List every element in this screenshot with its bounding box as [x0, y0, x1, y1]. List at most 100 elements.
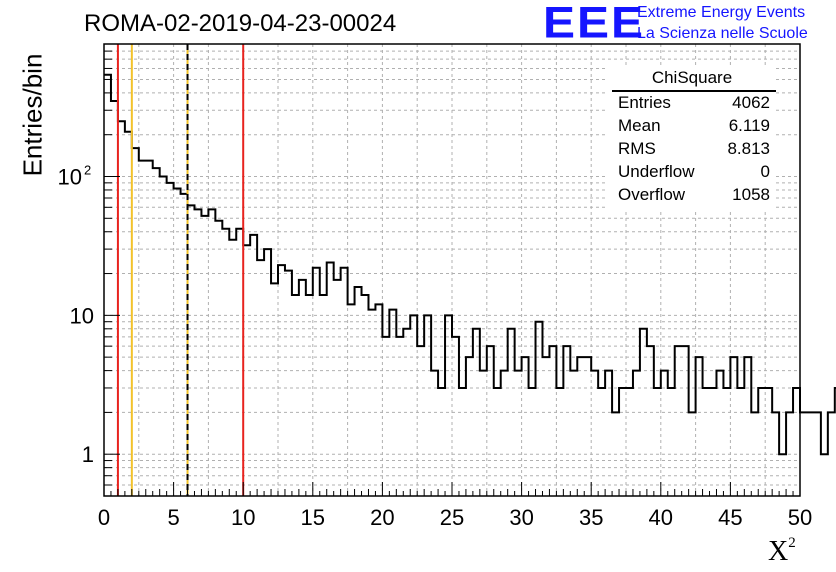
- histogram-bin: [591, 371, 598, 496]
- histogram-bin: [710, 388, 717, 496]
- histogram-bin: [403, 329, 410, 496]
- histogram-bin: [786, 412, 793, 496]
- grid-lines: [104, 44, 800, 496]
- histogram-bin: [640, 329, 647, 496]
- histogram-bin: [306, 295, 313, 496]
- y-tick-label: 10: [70, 303, 94, 328]
- stats-row-entries: Entries 4062: [618, 93, 770, 115]
- histogram-bin: [542, 357, 549, 496]
- histogram-bin: [438, 388, 445, 496]
- histogram-bin: [696, 357, 703, 496]
- histogram-bin: [744, 357, 751, 496]
- histogram-bin: [362, 295, 369, 496]
- stats-divider: [612, 90, 776, 92]
- histogram-bin: [529, 388, 536, 496]
- stats-key: RMS: [618, 139, 656, 158]
- histogram-bin: [473, 329, 480, 496]
- x-tick-label: 15: [301, 505, 325, 530]
- x-tick-label: 0: [98, 505, 110, 530]
- y-tick-label: 1: [82, 442, 94, 467]
- histogram-bin: [675, 346, 682, 496]
- histogram-bin: [264, 249, 271, 496]
- stats-value: 0: [760, 162, 770, 181]
- stats-value: 1058: [732, 185, 770, 204]
- histogram-bin: [605, 371, 612, 496]
- histogram-bin: [389, 310, 396, 496]
- histogram-bin: [285, 271, 292, 496]
- stats-key: Mean: [618, 116, 661, 135]
- histogram-bin: [772, 412, 779, 496]
- histogram-bin: [765, 388, 772, 496]
- histogram-bin: [215, 221, 222, 496]
- histogram-bin: [257, 260, 264, 496]
- histogram-bin: [271, 283, 278, 496]
- y-tick-label: 10: [58, 164, 82, 189]
- histogram-bin: [243, 245, 250, 496]
- histogram-bin: [633, 371, 640, 496]
- histogram-bin: [167, 183, 174, 496]
- stats-box: ChiSquare Entries 4062 Mean 6.119 RMS 8.…: [608, 66, 776, 210]
- histogram-bin: [292, 295, 299, 496]
- histogram-bin: [549, 346, 556, 496]
- histogram-bin: [494, 388, 501, 496]
- histogram-bin: [487, 346, 494, 496]
- histogram-bin: [668, 388, 675, 496]
- histogram-bin: [522, 357, 529, 496]
- histogram-bin: [222, 229, 229, 496]
- histogram-bin: [612, 412, 619, 496]
- histogram-bin: [814, 412, 821, 496]
- histogram-bin: [758, 388, 765, 496]
- histogram-bin: [139, 161, 146, 496]
- histogram-bin: [327, 263, 334, 496]
- histogram-bin: [201, 216, 208, 496]
- histogram-bin: [104, 75, 111, 496]
- x-tick-label: 25: [440, 505, 464, 530]
- x-axis-label: X2: [768, 535, 796, 568]
- histogram-bin: [626, 388, 633, 496]
- histogram-bin: [536, 322, 543, 496]
- histogram-bin: [236, 229, 243, 496]
- histogram-bin: [779, 454, 786, 496]
- histogram-step-line: [104, 73, 836, 456]
- histogram-bin: [396, 337, 403, 496]
- stats-key: Overflow: [618, 185, 686, 204]
- histogram-bin: [382, 337, 389, 496]
- histogram-bin: [723, 388, 730, 496]
- y-tick-label-exponent: 2: [84, 162, 91, 177]
- histogram-bin: [737, 388, 744, 496]
- histogram-bin: [417, 346, 424, 496]
- histogram-bin: [341, 268, 348, 496]
- histogram-bin: [480, 371, 487, 496]
- histogram-layer: [104, 73, 836, 496]
- logo-line-1: Extreme Energy Events: [637, 4, 806, 21]
- stats-row-mean: Mean 6.119: [618, 116, 770, 138]
- histogram-bin: [751, 412, 758, 496]
- stats-value: 6.119: [728, 116, 770, 135]
- stats-row-underflow: Underflow 0: [618, 162, 770, 184]
- histogram-bin: [508, 329, 515, 496]
- x-tick-label: 45: [718, 505, 742, 530]
- histogram-bin: [661, 371, 668, 496]
- y-axis-label: Entries/bin: [17, 53, 48, 177]
- histogram-bin: [452, 337, 459, 496]
- histogram-bin: [229, 240, 236, 496]
- histogram-bin: [682, 346, 689, 496]
- histogram-bin: [174, 188, 181, 496]
- x-tick-label: 20: [370, 505, 394, 530]
- histogram-bin: [730, 357, 737, 496]
- x-tick-label: 40: [649, 505, 673, 530]
- histogram-bin: [320, 295, 327, 496]
- cut-lines-layer: [116, 44, 245, 496]
- x-tick-label: 50: [788, 505, 812, 530]
- eee-logo: EEE: [543, 0, 646, 48]
- histogram-bin: [598, 388, 605, 496]
- histogram-bin: [334, 280, 341, 496]
- stats-value: 8.813: [727, 139, 770, 158]
- x-tick-label: 5: [167, 505, 179, 530]
- stats-row-rms: RMS 8.813: [618, 139, 770, 161]
- stats-value: 4062: [732, 93, 770, 112]
- stats-key: Entries: [618, 93, 671, 112]
- histogram-bin: [647, 346, 654, 496]
- histogram-bin: [793, 388, 800, 496]
